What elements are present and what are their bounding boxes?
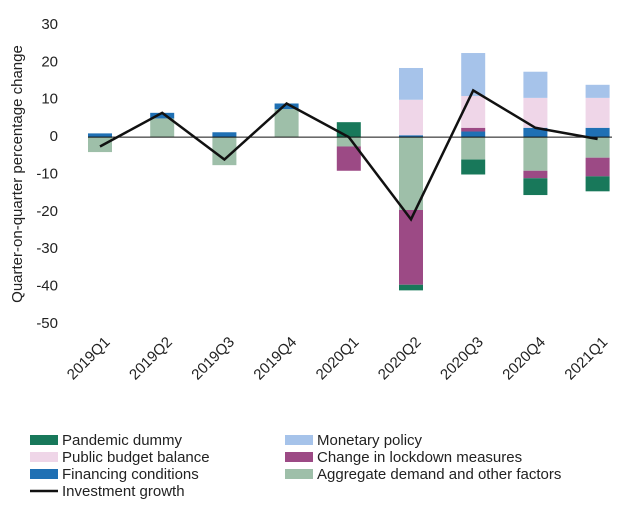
bar-segment (523, 127, 548, 138)
y-tick-label: 20 (41, 53, 58, 70)
legend-label: Aggregate demand and other factors (317, 466, 561, 483)
bar-segment (399, 99, 423, 136)
bar-segment (461, 131, 486, 138)
bar-segment (274, 103, 299, 110)
bar-segment (88, 137, 112, 153)
y-tick-label: -10 (36, 165, 58, 182)
investment-line (99, 88, 598, 222)
legend-label: Public budget balance (62, 449, 210, 466)
y-tick-label: 10 (41, 91, 58, 108)
bar-segment (461, 53, 486, 97)
x-tick-label: 2020Q2 (375, 334, 425, 384)
bar-segment (461, 96, 486, 128)
legend-swatch (30, 452, 58, 462)
bar-segment (461, 159, 486, 175)
legend-swatch (285, 469, 313, 479)
bar-segment (336, 137, 361, 147)
bar-segment (212, 132, 237, 138)
bar-segment (399, 137, 423, 211)
bar-segment (585, 97, 610, 128)
x-tick-label: 2019Q2 (126, 334, 176, 384)
bar-segment (399, 67, 423, 100)
bar-segment (585, 137, 610, 158)
y-tick-label: -20 (36, 203, 58, 220)
bar-segment (523, 178, 548, 196)
bar-segment (274, 109, 299, 138)
legend-label: Investment growth (62, 483, 185, 500)
legend-label: Change in lockdown measures (317, 449, 522, 466)
bar-segment (88, 133, 112, 138)
x-tick-label: 2019Q1 (64, 334, 114, 384)
x-tick-label: 2019Q3 (188, 334, 238, 384)
x-tick-label: 2021Q1 (561, 334, 611, 384)
y-tick-label: -30 (36, 240, 58, 257)
bar-segment (585, 157, 610, 177)
legend-label: Financing conditions (62, 466, 199, 483)
legend-label: Monetary policy (317, 432, 423, 449)
x-tick-label: 2019Q4 (250, 334, 300, 384)
y-tick-label: -40 (36, 278, 58, 295)
bar-segment (523, 71, 548, 98)
bar-segment (399, 210, 423, 285)
bar-segment (336, 146, 361, 171)
bar-segment (585, 127, 610, 138)
bar-segment (150, 118, 175, 138)
y-tick-label: 0 (50, 128, 58, 145)
x-tick-label: 2020Q3 (437, 334, 487, 384)
legend-label: Pandemic dummy (62, 432, 183, 449)
bar-segment (336, 122, 361, 138)
bar-segment (461, 127, 486, 132)
legend-swatch (285, 435, 313, 445)
y-tick-label: -50 (36, 315, 58, 332)
x-tick-label: 2020Q4 (499, 334, 549, 384)
bar-segment (523, 137, 548, 171)
x-tick-label: 2020Q1 (313, 334, 363, 384)
bar-segment (585, 176, 610, 192)
bar-segment (461, 137, 486, 160)
bar-segment (523, 170, 548, 179)
legend-swatch (30, 469, 58, 479)
legend-swatch (285, 452, 313, 462)
bar-segment (399, 135, 423, 138)
bar-segment (150, 112, 175, 119)
legend-swatch (30, 435, 58, 445)
y-axis-label: Quarter-on-quarter percentage change (9, 45, 26, 303)
bar-segment (585, 84, 610, 98)
y-tick-label: 30 (41, 16, 58, 33)
bar-segment (399, 284, 423, 291)
